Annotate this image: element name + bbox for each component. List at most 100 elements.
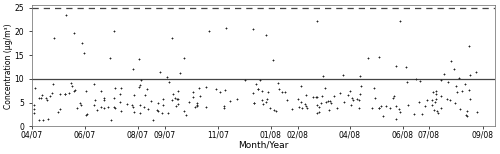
Point: [463, 110, 471, 112]
Point: [173, 98, 181, 101]
Point: [193, 105, 201, 108]
Point: [30, 107, 38, 110]
Point: [190, 96, 198, 98]
Point: [472, 71, 480, 73]
Point: [392, 105, 400, 107]
Point: [107, 118, 115, 121]
Point: [154, 102, 162, 104]
Point: [128, 104, 136, 107]
Point: [396, 20, 404, 22]
Point: [111, 107, 119, 109]
Point: [465, 89, 473, 92]
Point: [313, 96, 321, 99]
Point: [168, 37, 175, 39]
Point: [262, 33, 270, 36]
Point: [164, 111, 172, 114]
Point: [194, 87, 202, 89]
Point: [216, 91, 224, 93]
Point: [348, 96, 356, 99]
Point: [212, 88, 220, 90]
Point: [170, 93, 177, 95]
Point: [111, 87, 119, 89]
Point: [466, 98, 474, 101]
Point: [82, 112, 90, 115]
Point: [61, 92, 69, 95]
Point: [164, 75, 172, 78]
Point: [437, 107, 445, 109]
Point: [465, 45, 473, 47]
Point: [134, 58, 142, 60]
Point: [62, 14, 70, 16]
Point: [294, 106, 302, 108]
Point: [150, 119, 158, 122]
Point: [364, 57, 372, 59]
Point: [450, 68, 458, 70]
Point: [100, 106, 108, 109]
Point: [118, 110, 126, 112]
Point: [110, 97, 118, 99]
Point: [356, 99, 364, 101]
Point: [90, 104, 98, 107]
Point: [61, 92, 69, 95]
Point: [318, 95, 326, 98]
Y-axis label: Concentration (μg/m³): Concentration (μg/m³): [4, 23, 13, 109]
Point: [456, 108, 464, 111]
Point: [302, 105, 310, 107]
Point: [344, 94, 352, 96]
Point: [266, 107, 274, 109]
Point: [326, 99, 334, 102]
Point: [463, 115, 471, 117]
Point: [390, 97, 398, 100]
Point: [30, 104, 38, 106]
Point: [222, 27, 230, 29]
Point: [193, 104, 201, 107]
Point: [171, 97, 179, 99]
Point: [402, 66, 409, 68]
Point: [106, 57, 114, 59]
Point: [404, 104, 412, 106]
Point: [36, 97, 44, 99]
Point: [191, 105, 199, 108]
Point: [274, 88, 282, 90]
Point: [444, 81, 452, 83]
Point: [39, 119, 47, 122]
Point: [396, 111, 404, 113]
Point: [128, 106, 136, 108]
Point: [38, 94, 46, 97]
Point: [382, 105, 390, 107]
Point: [313, 111, 321, 114]
Point: [353, 98, 361, 100]
Point: [392, 65, 400, 67]
Point: [456, 77, 464, 79]
Point: [376, 107, 384, 110]
Point: [432, 98, 440, 100]
Point: [466, 74, 474, 77]
Point: [32, 87, 40, 89]
Point: [92, 98, 100, 101]
Point: [56, 92, 64, 95]
Point: [144, 108, 152, 110]
Point: [116, 100, 124, 103]
Point: [104, 106, 112, 108]
Point: [82, 90, 90, 92]
Point: [98, 106, 106, 109]
Point: [371, 97, 379, 99]
Point: [42, 97, 50, 100]
Point: [308, 96, 316, 99]
Point: [78, 104, 86, 107]
Point: [65, 91, 73, 94]
Point: [176, 72, 184, 75]
Point: [172, 105, 180, 108]
Point: [437, 79, 445, 81]
Point: [202, 106, 209, 109]
Point: [473, 111, 481, 113]
Point: [462, 113, 470, 116]
Point: [347, 103, 355, 106]
Point: [254, 88, 262, 90]
Point: [180, 57, 188, 60]
Point: [304, 107, 312, 110]
Point: [42, 98, 50, 101]
Point: [339, 73, 347, 76]
Point: [254, 87, 262, 90]
Point: [432, 89, 440, 92]
